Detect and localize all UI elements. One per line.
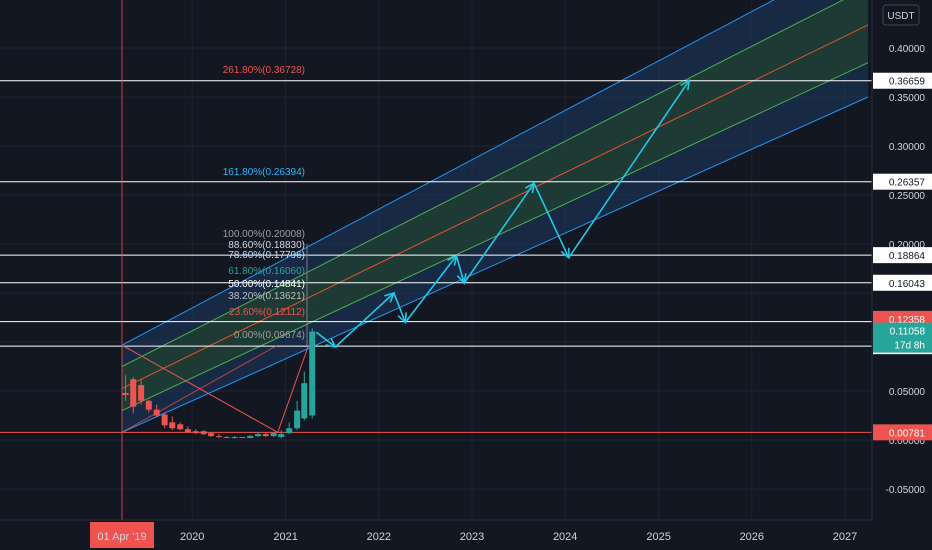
fib-level-label: 100.00%(0.20008) [223, 229, 305, 240]
candle-body [286, 428, 293, 434]
x-tick-label: 2026 [740, 531, 764, 543]
triangle-pattern [121, 344, 310, 434]
y-tick-label: 0.35000 [889, 93, 926, 104]
fib-level-label: 88.60%(0.18830) [228, 240, 305, 251]
candle-body [301, 383, 308, 419]
candle-body [138, 385, 145, 401]
candle-body [161, 414, 168, 426]
projection-arrow [404, 255, 458, 323]
candle-body [177, 424, 184, 430]
candle-body [122, 392, 129, 395]
candle-body [223, 437, 230, 439]
fib-extension-labels: 261.80%(0.36728) 161.80%(0.26394) 100.00%(… [223, 65, 308, 346]
channel-inner-band [122, 0, 868, 411]
candle-body [247, 436, 254, 439]
price-tag-label: 0.11058 [890, 327, 926, 338]
fib-level-label: 161.80%(0.26394) [223, 167, 305, 178]
x-tick-label: 2025 [646, 531, 670, 543]
fib-level-label: 0.00%(0.09674) [234, 330, 305, 341]
channel-lower-edge [121, 96, 869, 433]
price-level-tag [873, 247, 932, 264]
candle-body [294, 410, 301, 429]
projection-arrows [315, 78, 691, 349]
price-tag-label: 0.00781 [889, 428, 926, 439]
candle-body [309, 331, 316, 416]
candle-body [216, 436, 223, 438]
candle-body [130, 379, 137, 407]
candle-body [255, 434, 262, 437]
projection-arrow [334, 292, 395, 348]
x-tick-label: 2021 [273, 531, 297, 543]
currency-text: USDT [887, 11, 914, 22]
fib-level-label: 23.60%(0.12112) [229, 307, 305, 318]
fib-level-label: 38.20%(0.13621) [228, 291, 305, 302]
channel-upper-edge [121, 0, 775, 346]
x-tick-label: 2022 [367, 531, 391, 543]
candle-body [192, 431, 199, 434]
time-axis[interactable]: 2020 2021 2022 2023 2024 2025 2026 2027 01 Apr '… [0, 519, 932, 550]
price-level-tag-label: 0.16043 [889, 279, 926, 290]
crosshair-date-tag [90, 522, 154, 548]
crosshair-date-label: 01 Apr '19 [97, 531, 146, 543]
price-level-tag [873, 72, 932, 89]
price-level-tag [873, 173, 932, 190]
candle-body [153, 409, 160, 416]
candle-body [231, 437, 238, 439]
price-level-tag-label: 0.26357 [889, 178, 926, 189]
x-tick-label: 2024 [553, 531, 577, 543]
projection-arrow [315, 331, 336, 348]
channel-median [121, 24, 869, 389]
fib-level-label: 50.00%(0.14841) [228, 279, 305, 290]
candle-body [169, 422, 176, 429]
projection-arrow [393, 292, 407, 323]
triangle-edge [121, 344, 310, 434]
candle-body [200, 431, 207, 435]
projection-arrow [533, 182, 570, 259]
candle-body [270, 433, 277, 437]
candle-body [239, 437, 246, 439]
projection-arrowhead [680, 78, 691, 91]
x-tick-label: 2020 [180, 531, 204, 543]
price-level-tag [873, 274, 932, 291]
regression-channel [121, 0, 869, 433]
fib-level-label: 61.80%(0.16060) [228, 266, 305, 277]
candle-body [184, 429, 191, 433]
channel-inner-lower [121, 62, 869, 412]
candle-body [278, 434, 285, 438]
candle-body [145, 400, 152, 410]
y-tick-label: 0.20000 [889, 240, 926, 251]
y-tick-label: 0.00000 [889, 436, 926, 447]
y-tick-label: 0.05000 [889, 387, 926, 398]
price-level-tag-label: 0.36659 [889, 77, 926, 88]
price-tag-countdown: 17d 8h [894, 341, 925, 352]
candlesticks [122, 328, 316, 439]
projection-arrow [463, 182, 535, 284]
fib-level-label: 261.80%(0.36728) [223, 65, 305, 76]
fib-level-label: 78.60%(0.17796) [228, 250, 305, 261]
currency-label[interactable]: USDT [882, 4, 920, 26]
x-tick-label: 2023 [460, 531, 484, 543]
y-tick-label: 0.25000 [889, 191, 926, 202]
projection-arrow [455, 255, 465, 284]
triangle-diagonal [121, 344, 278, 433]
y-tick-label: -0.05000 [886, 485, 926, 496]
channel-inner-upper [121, 0, 844, 367]
price-axis[interactable]: 0.40000 0.35000 0.30000 0.25000 0.20000 0.050… [871, 0, 932, 550]
y-tick-label: 0.40000 [889, 44, 926, 55]
y-tick-label: 0.30000 [889, 142, 926, 153]
projection-arrow [568, 79, 690, 259]
price-tag [873, 322, 932, 353]
price-tag [873, 424, 932, 441]
candle-body [262, 434, 269, 437]
x-tick-label: 2027 [833, 531, 857, 543]
price-tag-label: 0.12358 [889, 315, 926, 326]
price-level-tag-label: 0.18864 [889, 251, 926, 262]
candle-body [208, 433, 215, 437]
